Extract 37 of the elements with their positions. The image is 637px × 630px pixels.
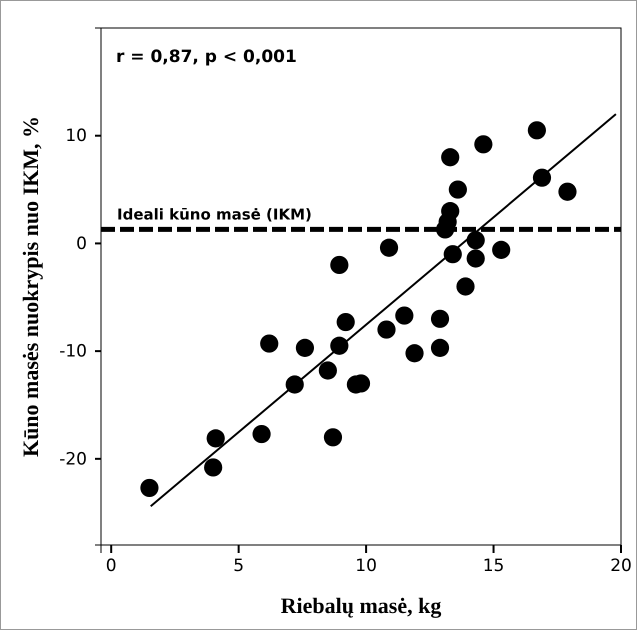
point: [474, 135, 492, 154]
y-tick-label: 0: [76, 234, 87, 254]
point: [252, 424, 271, 444]
point: [430, 338, 450, 357]
point: [430, 310, 450, 328]
point: [395, 306, 414, 325]
point: [380, 238, 398, 257]
y-tick-label: -20: [59, 449, 87, 470]
x-tick-label: 15: [482, 556, 504, 576]
point: [377, 320, 396, 339]
ref-line-label: Ideali kūno masė (IKM): [117, 205, 312, 224]
point: [528, 121, 546, 140]
point: [336, 312, 355, 332]
point: [492, 240, 510, 259]
point: [140, 478, 159, 497]
point: [318, 361, 337, 380]
point: [296, 338, 314, 357]
point: [558, 182, 577, 201]
point: [324, 428, 342, 446]
x-tick-label: 10: [355, 556, 377, 576]
y-tick-label: 10: [65, 126, 87, 146]
point: [330, 256, 348, 274]
point: [466, 249, 485, 268]
x-tick-label: 20: [610, 556, 632, 576]
annotation: r = 0,87, p < 0,001: [116, 47, 297, 67]
point: [260, 334, 278, 353]
point: [405, 344, 424, 362]
x-tick-label: 0: [106, 556, 117, 576]
x-axis-title: Riebalų masė, kg: [280, 593, 442, 618]
point: [456, 277, 475, 296]
x-tick-label: 5: [233, 556, 244, 576]
y-axis-title: Kūno masės nuokrypis nuo IKM, %: [18, 116, 43, 458]
point: [206, 429, 225, 448]
point: [441, 148, 460, 166]
point: [448, 180, 467, 199]
point: [204, 458, 222, 477]
y-tick-label: -10: [59, 342, 87, 362]
